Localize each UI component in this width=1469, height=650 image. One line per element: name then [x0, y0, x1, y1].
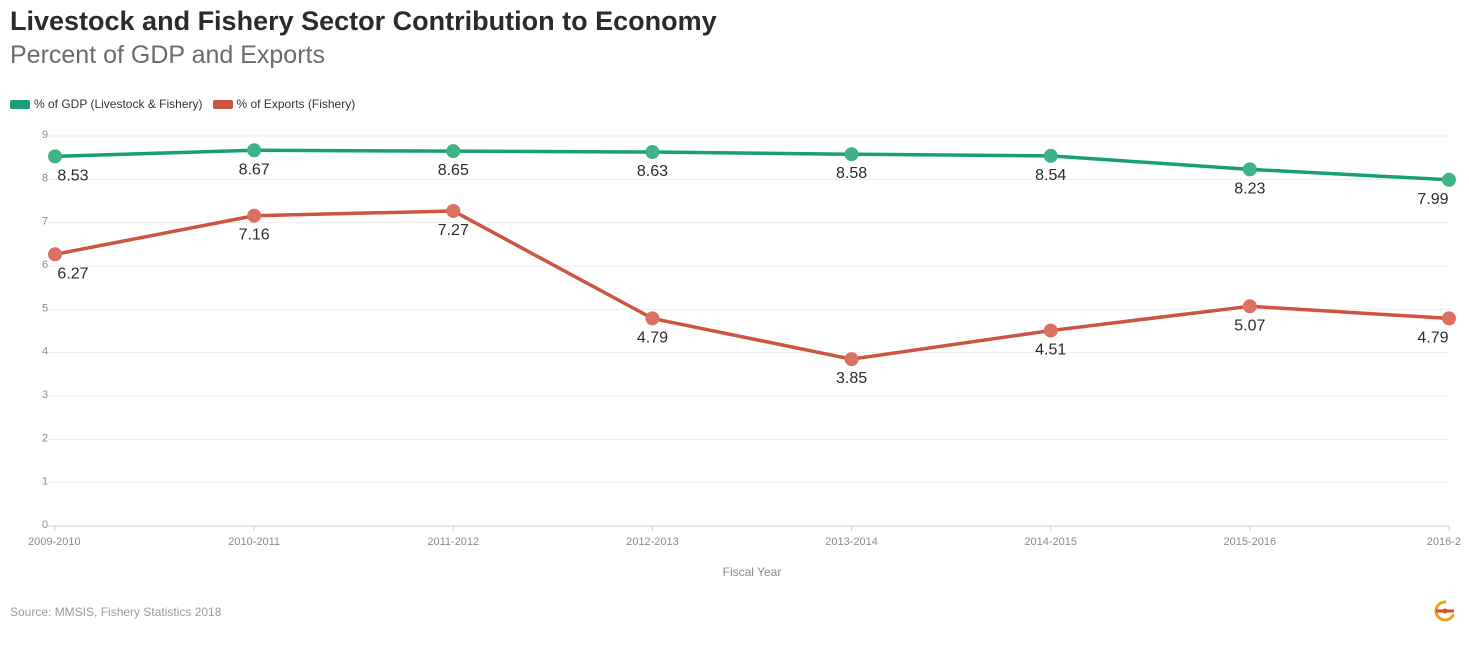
x-tick-label: 2012-2013 — [626, 536, 679, 548]
data-point — [844, 352, 859, 367]
data-label: 8.23 — [1234, 180, 1265, 197]
data-label: 7.16 — [239, 227, 270, 244]
series-line-gdp — [53, 148, 1451, 182]
data-point — [48, 149, 62, 164]
data-label: 6.27 — [57, 265, 88, 282]
data-label: 3.85 — [836, 370, 867, 387]
y-tick-label: 5 — [42, 302, 48, 314]
data-label: 8.53 — [57, 167, 88, 184]
data-label: 8.65 — [438, 162, 469, 179]
x-tick-label: 2011-2012 — [427, 536, 479, 548]
x-tick-label: 2010-2011 — [228, 536, 280, 548]
data-label: 8.63 — [637, 163, 668, 180]
data-point — [1442, 172, 1456, 187]
data-label: 8.58 — [836, 165, 867, 182]
y-tick-labels: 0 1 2 3 4 5 6 7 8 9 — [42, 129, 48, 531]
data-point — [645, 311, 660, 326]
data-point — [48, 247, 62, 262]
x-tick-label: 2016-2 — [1427, 536, 1461, 548]
chart-subtitle: Percent of GDP and Exports — [10, 41, 325, 69]
data-label: 7.99 — [1417, 191, 1448, 208]
x-tick-label: 2013-2014 — [825, 536, 878, 548]
legend-swatch-gdp — [10, 99, 30, 109]
y-tick-label: 7 — [42, 216, 48, 228]
data-label: 4.51 — [1035, 342, 1066, 359]
grid-lines — [48, 135, 1449, 527]
data-point — [446, 203, 461, 218]
x-tick-label: 2009-2010 — [28, 536, 81, 548]
data-label: 8.67 — [239, 161, 270, 178]
data-label: 5.07 — [1234, 317, 1265, 334]
y-tick-label: 3 — [42, 389, 48, 401]
series-line-exports — [53, 209, 1451, 361]
data-point — [1043, 323, 1058, 338]
x-tick-labels: 2009-2010 2010-2011 2011-2012 2012-2013 2013… — [28, 526, 1461, 548]
y-tick-label: 9 — [42, 129, 48, 141]
legend-label-exports: % of Exports (Fishery) — [236, 97, 356, 111]
data-point — [247, 208, 262, 223]
data-point — [247, 143, 262, 158]
data-label: 4.79 — [637, 329, 668, 346]
series-lines — [53, 148, 1451, 361]
series-markers — [48, 143, 1456, 367]
y-tick-label: 0 — [42, 519, 48, 531]
legend-item-exports[interactable]: % of Exports (Fishery) — [212, 97, 356, 111]
data-point — [1242, 162, 1257, 177]
y-tick-label: 4 — [42, 346, 48, 358]
legend-item-gdp[interactable]: % of GDP (Livestock & Fishery) — [10, 97, 203, 111]
y-tick-label: 6 — [42, 259, 48, 271]
y-tick-label: 1 — [42, 476, 48, 488]
y-tick-label: 2 — [42, 432, 48, 444]
data-point — [1043, 148, 1058, 163]
chart-title: Livestock and Fishery Sector Contributio… — [10, 6, 717, 36]
data-label: 4.79 — [1417, 329, 1448, 346]
data-point — [844, 147, 859, 162]
legend-swatch-exports — [212, 99, 233, 109]
data-point — [1442, 311, 1456, 326]
y-tick-label: 8 — [42, 172, 48, 184]
data-point — [645, 145, 660, 160]
source-note: Source: MMSIS, Fishery Statistics 2018 — [10, 605, 222, 619]
data-point — [446, 144, 461, 159]
data-label: 8.54 — [1035, 167, 1066, 184]
brand-logo-icon — [1434, 600, 1456, 622]
data-labels: 8.53 8.67 8.65 8.63 8.58 8.54 8.23 7.99 6.27 7.16… — [57, 161, 1448, 387]
x-tick-label: 2014-2015 — [1024, 536, 1077, 548]
data-point — [1242, 299, 1257, 314]
legend: % of GDP (Livestock & Fishery) % of Expo… — [10, 97, 355, 111]
data-label: 7.27 — [438, 222, 469, 239]
x-axis-title: Fiscal Year — [723, 565, 782, 579]
x-tick-label: 2015-2016 — [1224, 536, 1277, 548]
legend-label-gdp: % of GDP (Livestock & Fishery) — [34, 97, 203, 111]
